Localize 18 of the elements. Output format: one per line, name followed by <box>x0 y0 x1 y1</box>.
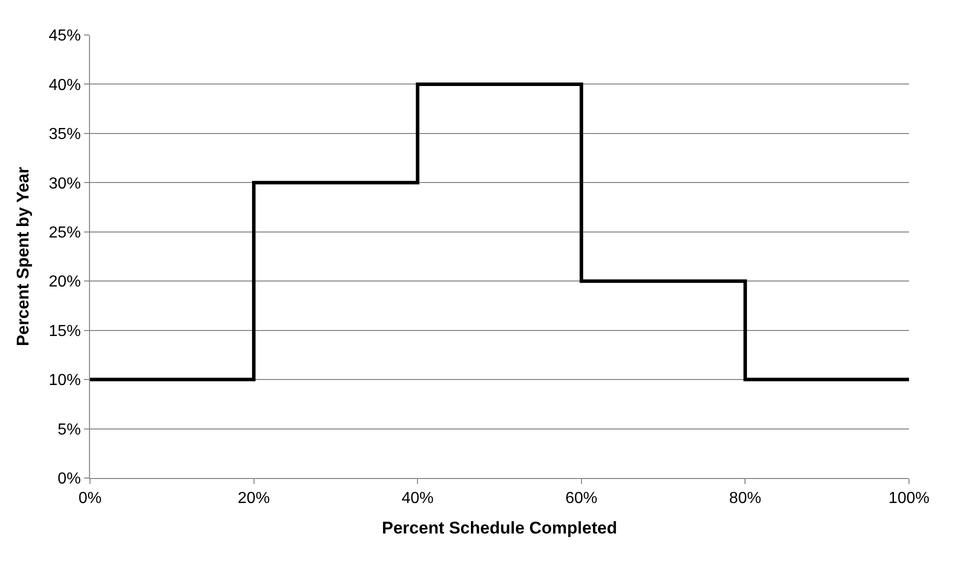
y-tick-label: 0% <box>58 470 81 488</box>
y-tick-label: 5% <box>58 421 81 438</box>
y-axis-title: Percent Spent by Year <box>13 166 32 346</box>
y-tick-label: 45% <box>48 28 81 45</box>
y-tick-label: 10% <box>48 372 81 390</box>
y-tick-label: 35% <box>48 126 81 144</box>
y-tick-label: 40% <box>48 76 81 94</box>
x-tick-label: 100% <box>888 490 930 508</box>
x-tick-label: 20% <box>238 490 270 508</box>
x-tick-label: 80% <box>729 490 762 508</box>
y-tick-label: 30% <box>48 175 81 192</box>
x-axis-title: Percent Schedule Completed <box>382 518 618 538</box>
y-tick-label: 20% <box>48 274 81 291</box>
x-tick-label: 40% <box>402 490 434 508</box>
y-tick-label: 15% <box>48 322 81 340</box>
x-tick-label: 60% <box>565 490 598 508</box>
y-tick-label: 25% <box>48 224 81 242</box>
x-tick-label: 0% <box>78 490 102 508</box>
